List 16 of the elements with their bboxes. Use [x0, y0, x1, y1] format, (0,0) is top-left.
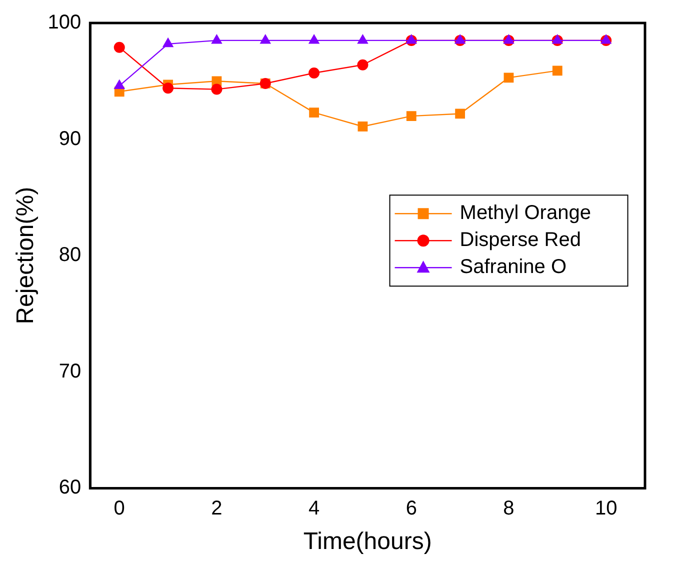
x-tick-label: 4: [308, 498, 320, 520]
legend-label: Safranine O: [460, 256, 567, 278]
x-tick-label: 0: [114, 498, 125, 520]
y-tick-label: 60: [58, 476, 82, 499]
legend-label: Disperse Red: [460, 229, 581, 252]
x-tick-label: 6: [406, 498, 417, 520]
y-tick-label: 80: [58, 244, 82, 266]
y-axis-title: Rejection(%): [12, 186, 40, 324]
y-tick-label: 70: [58, 360, 82, 382]
x-tick-label: 10: [594, 498, 618, 520]
x-axis-title: Time(hours): [303, 528, 432, 556]
legend-label: Methyl Orange: [460, 202, 591, 224]
x-tick-label: 8: [503, 498, 514, 520]
y-tick-label: 90: [58, 128, 82, 150]
y-tick-label: 100: [48, 12, 82, 34]
x-tick-label: 2: [211, 498, 222, 520]
